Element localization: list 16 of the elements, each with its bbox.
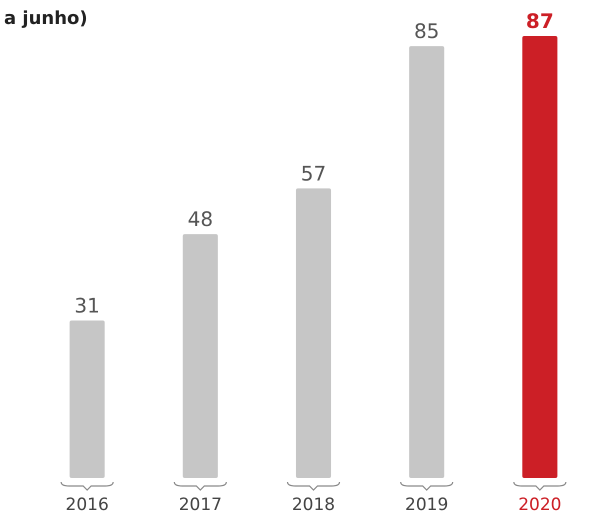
bar — [70, 320, 105, 478]
data-label: 31 — [74, 294, 100, 318]
bar — [182, 234, 218, 478]
bar — [296, 188, 332, 478]
x-tick-label: 2020 — [518, 495, 562, 515]
data-label: 57 — [300, 161, 326, 186]
data-label: 48 — [188, 207, 214, 232]
data-label: 87 — [526, 9, 554, 33]
bar — [522, 36, 558, 478]
x-tick-label: 2016 — [66, 495, 109, 515]
chart-title: a junho) — [4, 8, 88, 29]
data-label: 85 — [414, 19, 440, 44]
x-tick-label: 2019 — [405, 495, 448, 515]
bar — [409, 46, 444, 478]
x-tick-label: 2018 — [292, 495, 336, 515]
x-tick-label: 2017 — [178, 495, 222, 515]
